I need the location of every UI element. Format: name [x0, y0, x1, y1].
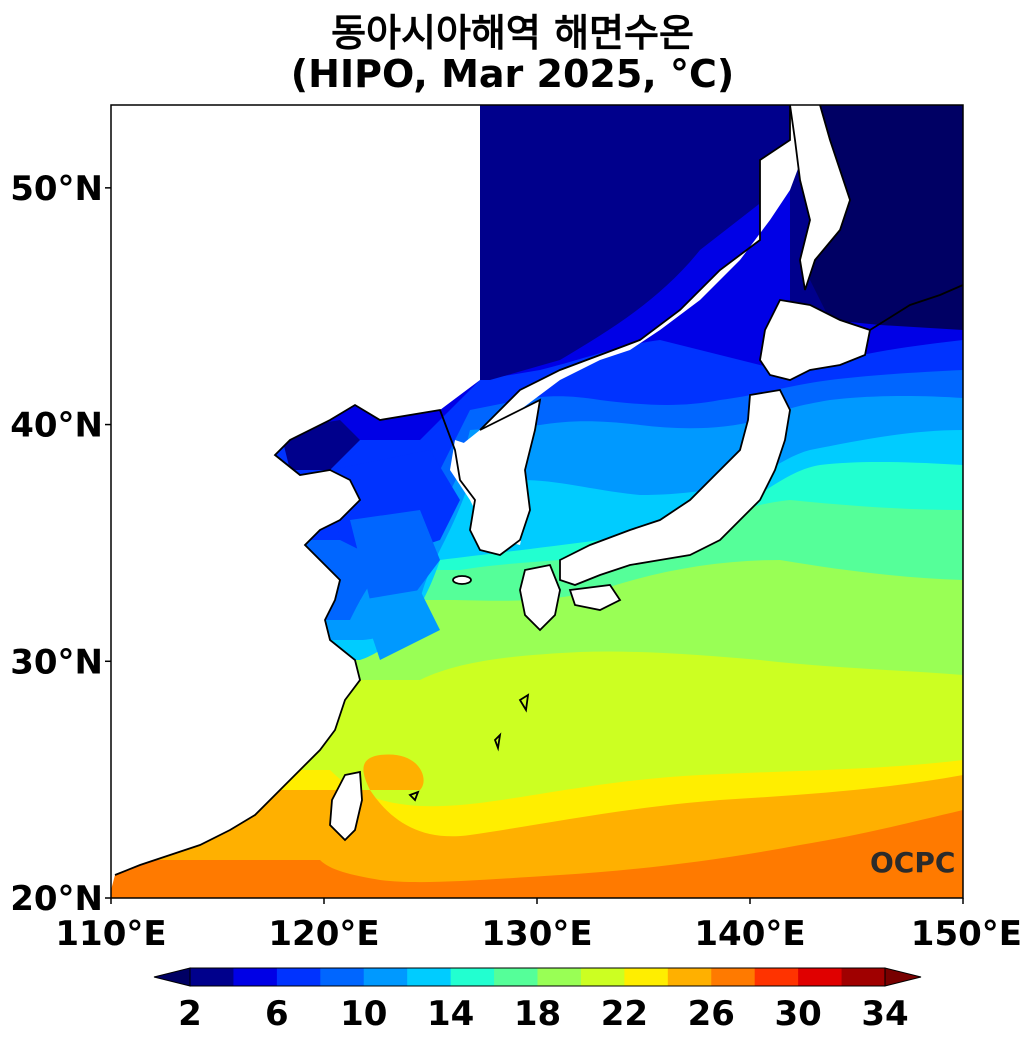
sst-field: OCPC [111, 105, 963, 898]
map-subtitle: (HIPO, Mar 2025, °C) [290, 52, 735, 96]
colorbar-tick-label: 10 [340, 994, 387, 1034]
colorbar-segment [407, 968, 452, 986]
map-title: 동아시아해역 해면수온 [331, 11, 694, 55]
lon-tick-label: 140°E [694, 914, 805, 954]
lat-tick-label: 40°N [10, 406, 103, 446]
lon-tick-label: 130°E [481, 914, 592, 954]
colorbar: 2 6 10 14 18 22 26 30 34 [153, 967, 922, 1034]
longitude-axis: 110°E 120°E 130°E 140°E 150°E [55, 898, 1022, 954]
lat-tick-label: 20°N [10, 879, 103, 919]
lon-tick-label: 110°E [55, 914, 166, 954]
colorbar-segment [624, 968, 669, 986]
colorbar-segment [320, 968, 365, 986]
lat-tick-label: 50°N [10, 169, 103, 209]
colorbar-segment [537, 968, 582, 986]
lat-tick-label: 30°N [10, 642, 103, 682]
colorbar-frame [189, 967, 886, 987]
latitude-axis: 20°N 30°N 40°N 50°N [10, 169, 111, 919]
colorbar-tick-label: 34 [861, 994, 908, 1034]
colorbar-tick-label: 18 [514, 994, 561, 1034]
colorbar-segment [580, 968, 625, 986]
colorbar-tick-label: 14 [427, 994, 474, 1034]
colorbar-segment [276, 968, 321, 986]
colorbar-segment [798, 968, 843, 986]
lon-tick-label: 150°E [911, 914, 1022, 954]
colorbar-segment [363, 968, 408, 986]
colorbar-tick-label: 30 [774, 994, 821, 1034]
lon-tick-label: 120°E [268, 914, 379, 954]
colorbar-tick-label: 26 [688, 994, 735, 1034]
colorbar-segment [667, 968, 712, 986]
ocpc-logo: OCPC [870, 846, 955, 879]
colorbar-over-triangle [884, 967, 922, 987]
colorbar-segment [233, 968, 278, 986]
colorbar-segment [494, 968, 538, 986]
colorbar-tick-label: 22 [601, 994, 648, 1034]
colorbar-under-triangle [153, 967, 191, 987]
colorbar-segment [450, 968, 495, 986]
colorbar-tick-label: 6 [265, 994, 289, 1034]
colorbar-segment [841, 968, 886, 986]
colorbar-tick-label: 2 [178, 994, 202, 1034]
colorbar-segment [711, 968, 756, 986]
colorbar-segment [190, 968, 234, 986]
colorbar-segment [754, 968, 799, 986]
